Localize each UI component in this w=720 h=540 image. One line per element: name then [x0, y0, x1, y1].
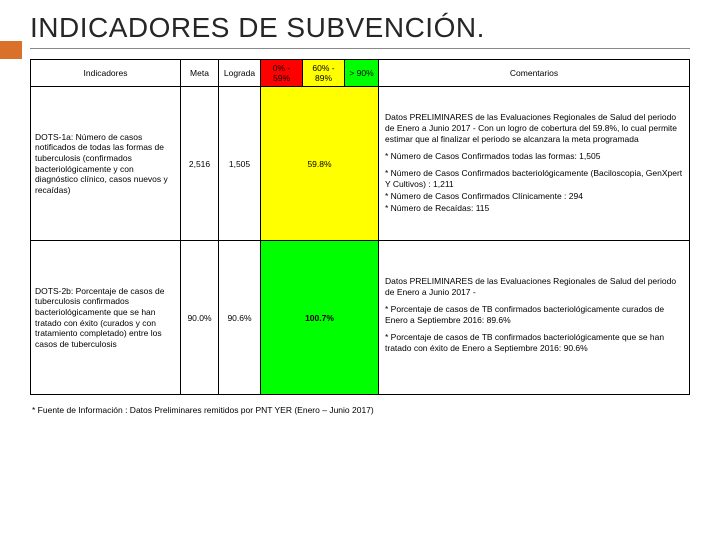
table-header-row: Indicadores Meta Lograda 0% - 59% 60% - …: [31, 60, 690, 87]
table-row: DOTS-1a: Número de casos notificados de …: [31, 87, 690, 241]
cell-achievement: 100.7%: [261, 241, 379, 395]
cell-indicator: DOTS-2b: Porcentaje de casos de tubercul…: [31, 241, 181, 395]
comments-intro: Datos PRELIMINARES de las Evaluaciones R…: [385, 112, 683, 145]
accent-decoration: [0, 41, 22, 59]
bullet: * Número de Casos Confirmados todas las …: [385, 151, 683, 162]
comments-intro: Datos PRELIMINARES de las Evaluaciones R…: [385, 276, 683, 298]
cell-achievement: 59.8%: [261, 87, 379, 241]
bullet: * Porcentaje de casos de TB confirmados …: [385, 304, 683, 326]
cell-comments: Datos PRELIMINARES de las Evaluaciones R…: [379, 87, 690, 241]
hdr-meta: Meta: [181, 60, 219, 87]
cell-meta: 2,516: [181, 87, 219, 241]
hdr-comentarios: Comentarios: [379, 60, 690, 87]
bullet: * Porcentaje de casos de TB confirmados …: [385, 332, 683, 354]
hdr-range-high: > 90%: [345, 60, 379, 87]
hdr-indicadores: Indicadores: [31, 60, 181, 87]
cell-meta: 90.0%: [181, 241, 219, 395]
cell-comments: Datos PRELIMINARES de las Evaluaciones R…: [379, 241, 690, 395]
footnote: * Fuente de Información : Datos Prelimin…: [30, 405, 690, 416]
hdr-range-mid: 60% - 89%: [303, 60, 345, 87]
hdr-range-low: 0% - 59%: [261, 60, 303, 87]
cell-indicator: DOTS-1a: Número de casos notificados de …: [31, 87, 181, 241]
cell-lograda: 90.6%: [219, 241, 261, 395]
bullet: * Número de Casos Confirmados bacterioló…: [385, 168, 683, 190]
indicators-table: Indicadores Meta Lograda 0% - 59% 60% - …: [30, 59, 690, 395]
bullet: * Número de Casos Confirmados Clínicamen…: [385, 191, 683, 202]
table-row: DOTS-2b: Porcentaje de casos de tubercul…: [31, 241, 690, 395]
bullet: * Número de Recaídas: 115: [385, 203, 683, 214]
hdr-lograda: Lograda: [219, 60, 261, 87]
cell-lograda: 1,505: [219, 87, 261, 241]
page-title: INDICADORES DE SUBVENCIÓN.: [30, 12, 690, 49]
